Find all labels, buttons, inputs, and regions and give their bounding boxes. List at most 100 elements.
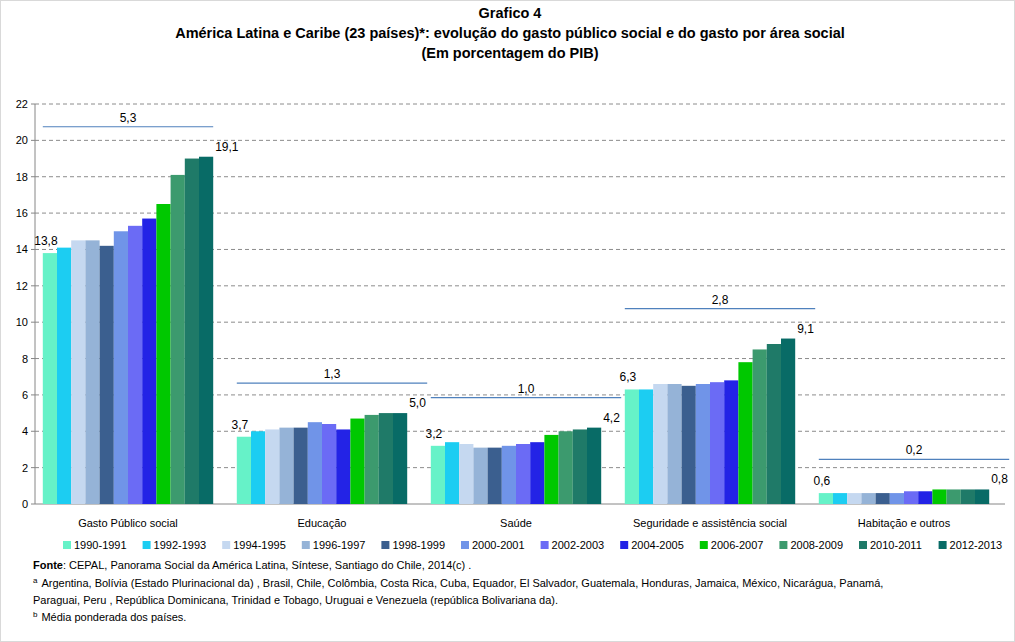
legend-swatch — [859, 541, 867, 549]
bar — [975, 489, 989, 504]
bar — [308, 422, 322, 504]
category-label: Educação — [298, 517, 347, 529]
bar — [100, 246, 114, 504]
annotation-line — [237, 382, 427, 383]
note-marker: a — [33, 576, 38, 585]
data-label: 0,6 — [814, 474, 831, 488]
bar — [833, 493, 847, 504]
bar — [861, 493, 875, 504]
legend-label: 1998-1999 — [392, 539, 445, 551]
chart: Grafico 4América Latina e Caribe (23 paí… — [0, 0, 1015, 642]
category-label: Seguridade e assistência social — [633, 517, 787, 529]
tick-label: 20 — [16, 134, 28, 146]
bar — [336, 429, 350, 504]
data-label: 5,0 — [409, 396, 426, 410]
legend-label: 2010-2011 — [870, 539, 922, 551]
tick-mark — [31, 213, 35, 214]
bar — [431, 446, 445, 504]
category-label: Gasto Público social — [78, 517, 178, 529]
bar — [639, 389, 653, 504]
data-label: 0,8 — [991, 472, 1008, 486]
data-label: 4,2 — [603, 411, 620, 425]
bar — [488, 448, 502, 504]
bar — [961, 489, 975, 504]
source: Fonte: CEPAL, Panorama Social da América… — [33, 559, 471, 571]
bar — [587, 428, 601, 504]
bar — [767, 344, 781, 504]
category-label: Habitação e outros — [858, 517, 951, 529]
legend-label: 1992-1993 — [154, 539, 207, 551]
category-label: Saúde — [500, 517, 532, 529]
legend-label: 2002-2003 — [552, 539, 605, 551]
tick-mark — [31, 431, 35, 432]
data-label: 6,3 — [620, 370, 637, 384]
tick-mark — [31, 394, 35, 395]
bar — [459, 444, 473, 504]
legend-label: 1994-1995 — [233, 539, 286, 551]
legend-swatch — [939, 541, 947, 549]
tick-mark — [31, 176, 35, 177]
bar — [85, 240, 99, 504]
bar — [142, 219, 156, 504]
legend-swatch — [222, 541, 230, 549]
tick-label: 18 — [16, 171, 28, 183]
annotation: 0,2 — [906, 443, 923, 457]
bar — [445, 442, 459, 504]
bar — [365, 415, 379, 504]
bar — [265, 429, 279, 504]
note: Paraguai, Peru , República Dominicana, T… — [33, 594, 558, 606]
tick-mark — [31, 322, 35, 323]
grid-line — [35, 140, 1005, 141]
legend-swatch — [779, 541, 787, 549]
chart-frame — [1, 1, 1015, 642]
legend-label: 1996-1997 — [313, 539, 366, 551]
legend-swatch — [302, 541, 310, 549]
bar — [932, 489, 946, 504]
legend-label: 2006-2007 — [711, 539, 764, 551]
data-label: 3,7 — [232, 418, 249, 432]
bar — [876, 493, 890, 504]
tick-label: 0 — [22, 498, 28, 510]
annotation: 1,3 — [324, 367, 341, 381]
bar — [819, 493, 833, 504]
bar — [667, 384, 681, 504]
note: aArgentina, Bolívia (Estado Plurinaciona… — [33, 576, 883, 589]
bar — [251, 431, 265, 504]
bar — [516, 444, 530, 504]
tick-label: 8 — [22, 353, 28, 365]
bar — [128, 226, 142, 504]
bar — [393, 413, 407, 504]
tick-mark — [31, 140, 35, 141]
note: bMédia ponderada dos países. — [33, 610, 186, 623]
bar — [350, 419, 364, 504]
bar — [918, 491, 932, 504]
tick-label: 6 — [22, 389, 28, 401]
tick-mark — [31, 104, 35, 105]
legend-swatch — [143, 541, 151, 549]
legend-label: 2012-2013 — [950, 539, 1003, 551]
tick-label: 4 — [22, 425, 28, 437]
tick-mark — [31, 285, 35, 286]
bar — [753, 349, 767, 504]
tick-label: 12 — [16, 280, 28, 292]
y-axis — [35, 104, 36, 504]
bar — [682, 386, 696, 504]
bar — [544, 435, 558, 504]
tick-mark — [31, 504, 35, 505]
bar — [294, 428, 308, 504]
note-text: Argentina, Bolívia (Estado Plurinacional… — [41, 577, 883, 589]
annotation-line — [43, 126, 213, 127]
note-text: Média ponderada dos países. — [41, 611, 186, 623]
annotation: 5,3 — [120, 111, 137, 125]
bar — [171, 175, 185, 504]
bar — [625, 389, 639, 504]
tick-label: 10 — [16, 316, 28, 328]
legend-label: 2000-2001 — [472, 539, 525, 551]
bars — [43, 157, 989, 504]
data-label: 13,8 — [34, 234, 58, 248]
annotation: 1,0 — [518, 382, 535, 396]
annotation-line — [625, 308, 815, 309]
bar — [502, 446, 516, 504]
tick-label: 22 — [16, 98, 28, 110]
bar — [57, 248, 71, 504]
